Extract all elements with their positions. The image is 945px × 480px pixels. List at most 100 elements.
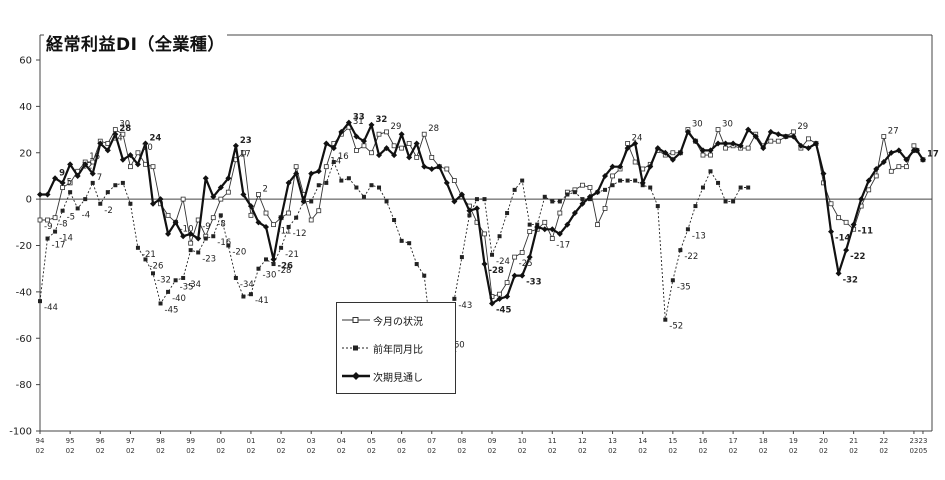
- data-point-current: [542, 219, 548, 225]
- data-label: 2: [262, 184, 267, 194]
- data-point-current: [323, 164, 329, 170]
- data-point-outlook: [308, 170, 315, 177]
- data-label: 12: [82, 161, 93, 171]
- data-label: 14: [330, 157, 341, 167]
- data-label: -34: [187, 280, 201, 290]
- data-point-current: [120, 131, 126, 137]
- x-tick-label-year: 15: [668, 437, 677, 445]
- data-point-yoy: [53, 229, 58, 234]
- data-point-yoy: [708, 169, 713, 174]
- x-tick-label-month: 02: [216, 447, 225, 455]
- data-label: -20: [232, 248, 246, 258]
- data-point-outlook: [858, 196, 865, 203]
- data-label: 32: [375, 115, 387, 125]
- data-label: 17: [927, 150, 939, 160]
- data-point-outlook: [767, 128, 774, 135]
- data-label: -23: [202, 254, 216, 264]
- data-point-current: [225, 189, 231, 195]
- data-point-current: [873, 173, 879, 179]
- data-point-outlook: [888, 149, 895, 156]
- data-point-current: [512, 254, 518, 260]
- data-point-outlook: [745, 126, 752, 133]
- data-point-current: [549, 236, 555, 241]
- data-point-current: [60, 185, 66, 190]
- data-label: 31: [353, 117, 364, 127]
- data-point-outlook: [526, 254, 533, 261]
- data-point-yoy: [309, 199, 314, 204]
- data-label: -25: [519, 259, 533, 269]
- data-point-outlook: [383, 145, 390, 152]
- data-point-outlook: [496, 295, 503, 302]
- x-tick-label-month: 02: [427, 447, 436, 455]
- x-tick-label-year: 11: [548, 437, 557, 445]
- data-point-outlook: [843, 247, 850, 254]
- y-tick-label: -40: [16, 287, 32, 298]
- data-point-current: [384, 129, 389, 135]
- data-point-yoy: [286, 224, 291, 229]
- data-point-yoy: [38, 299, 42, 304]
- data-point-yoy: [716, 180, 721, 185]
- data-point-yoy: [218, 213, 223, 218]
- data-point-current: [451, 178, 457, 183]
- data-point-outlook: [195, 235, 202, 242]
- data-label: -16: [217, 238, 231, 248]
- data-point-yoy: [557, 199, 562, 204]
- x-tick-label-year: 96: [96, 437, 105, 445]
- data-point-current: [391, 143, 397, 149]
- data-point-yoy: [75, 206, 80, 211]
- data-point-outlook: [782, 133, 789, 140]
- data-point-current: [866, 187, 872, 193]
- data-point-yoy: [663, 317, 668, 322]
- data-point-yoy: [467, 213, 472, 218]
- data-point-current: [361, 143, 367, 149]
- data-label: 16: [89, 152, 100, 162]
- data-point-current: [406, 141, 412, 146]
- data-point-outlook: [579, 200, 586, 207]
- data-point-yoy: [505, 211, 510, 216]
- data-point-yoy: [264, 257, 269, 262]
- data-point-current: [745, 145, 751, 151]
- data-point-yoy: [143, 257, 148, 262]
- data-point-yoy: [738, 185, 743, 190]
- x-tick-label-month: 02: [729, 447, 738, 455]
- data-point-current: [775, 138, 781, 144]
- data-label: -14: [835, 234, 850, 244]
- data-label: 27: [888, 127, 899, 137]
- x-tick-label-month: 02: [699, 447, 708, 455]
- x-tick-label-year: 05: [367, 437, 376, 445]
- data-label: -17: [556, 241, 570, 251]
- data-point-outlook: [850, 221, 857, 228]
- x-tick-label-year: 94: [36, 437, 45, 445]
- data-label: 29: [797, 122, 808, 132]
- data-label: -24: [496, 257, 510, 267]
- data-point-outlook: [556, 230, 563, 237]
- data-point-outlook: [345, 119, 352, 126]
- data-point-outlook: [165, 230, 172, 237]
- data-point-outlook: [255, 219, 262, 226]
- data-point-outlook: [639, 179, 646, 186]
- data-point-current: [903, 164, 909, 170]
- legend: 今月の状況 前年同月比 次期見通し: [336, 302, 456, 394]
- data-label: 20: [142, 143, 153, 153]
- data-point-outlook: [247, 203, 254, 210]
- data-point-yoy: [45, 236, 50, 241]
- data-point-current: [557, 210, 563, 216]
- data-label: -44: [44, 303, 58, 313]
- data-point-yoy: [542, 194, 547, 199]
- data-label: -22: [684, 252, 698, 262]
- data-point-yoy: [392, 217, 397, 222]
- data-point-outlook: [564, 221, 571, 228]
- data-point-outlook: [436, 163, 443, 170]
- x-tick-label-year: 08: [457, 437, 466, 445]
- x-tick-label-year: 04: [337, 437, 346, 445]
- data-label: -4: [82, 210, 90, 220]
- data-point-outlook: [428, 165, 435, 172]
- legend-label-yoy: 前年同月比: [373, 344, 423, 356]
- x-tick-label-month: 02: [337, 447, 346, 455]
- x-tick-label-month: 02: [819, 447, 828, 455]
- x-tick-label-month: 02: [759, 447, 768, 455]
- data-point-outlook: [481, 261, 488, 268]
- legend-item-yoy: 前年同月比: [341, 341, 423, 356]
- data-point-current: [180, 196, 186, 202]
